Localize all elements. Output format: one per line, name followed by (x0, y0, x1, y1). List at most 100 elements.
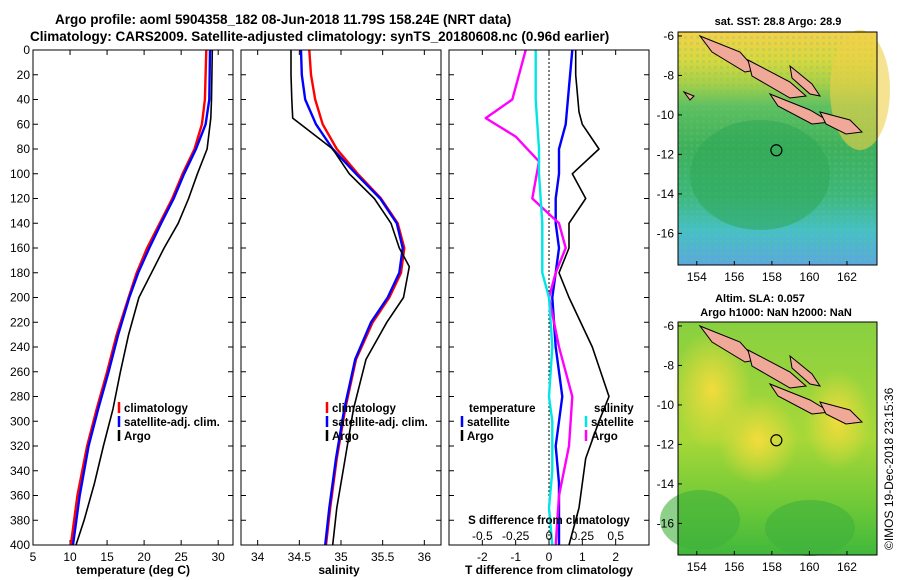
legend-satellite-label: satellite-adj. clim. (332, 417, 428, 429)
x-tick-label: 0 (546, 550, 553, 564)
legend-climatology-label: climatology (124, 403, 189, 415)
difference-panel: -2 -1 0 1 2 temperature satellite Argo salin… (448, 49, 650, 577)
temperature-series (69, 49, 214, 546)
legend-t-satellite-label: satellite (467, 417, 510, 429)
salinity-legend: climatology satellite-adj. clim. Argo (325, 402, 428, 443)
s-tick-label: 0.25 (571, 529, 595, 543)
salinity-panel: 34 34.5 35 35.5 36 climatology satellite-adj… (240, 49, 442, 577)
y-tick-label: -16 (657, 516, 675, 530)
series-line-t-satellite (551, 49, 574, 545)
salinity-series (290, 49, 411, 546)
x-tick-label: 156 (724, 560, 744, 574)
sla-high-patch (718, 395, 798, 485)
series-line-s-satellite (534, 50, 554, 546)
y-tick-label: -12 (657, 147, 675, 161)
y-tick-label: 280 (10, 390, 30, 404)
x-tick-label: 35.5 (371, 550, 395, 564)
y-tick-label: 220 (10, 315, 30, 329)
x-tick-label: 160 (799, 270, 819, 284)
island (789, 64, 822, 97)
sst-map-title: sat. SST: 28.8 Argo: 28.9 (715, 16, 842, 28)
y-tick-label: -14 (657, 187, 675, 201)
x-tick-label: 1 (579, 550, 586, 564)
legend-s-argo-label: Argo (591, 431, 618, 443)
figure-title-line1: Argo profile: aoml 5904358_182 08-Jun-20… (55, 12, 511, 27)
x-tick-label: 35 (334, 550, 348, 564)
sst-map-frame (677, 31, 878, 266)
y-tick-label: -12 (657, 437, 675, 451)
sla-map-ticks: 154 156 158 160 162 -6 -8 -10 -12 -14 -16 (657, 319, 858, 574)
x-tick-label: 15 (100, 550, 114, 564)
island (768, 92, 832, 125)
x-tick-label: 162 (837, 270, 857, 284)
series-line-climatology (69, 49, 208, 546)
s-tick-label: -0.25 (502, 529, 530, 543)
y-tick-label: 20 (17, 68, 31, 82)
sla-map-panel: Altim. SLA: 0.057 Argo h1000: NaN h2000:… (657, 293, 878, 574)
island (789, 354, 822, 387)
series-line-satellite-adj-clim- (299, 49, 404, 546)
sla-map-frame (677, 321, 878, 556)
figure-title-line2: Climatology: CARS2009. Satellite-adjuste… (30, 29, 609, 44)
y-tick-label: 80 (17, 142, 31, 156)
island (747, 349, 808, 389)
legend-t-argo-label: Argo (467, 431, 494, 443)
y-tick-label: 340 (10, 464, 30, 478)
x-tick-label: 34 (251, 550, 265, 564)
series-line-argo (75, 49, 214, 546)
y-tick-label: 380 (10, 513, 30, 527)
x-tick-label: -2 (477, 550, 488, 564)
island (819, 401, 864, 425)
y-tick-label: -14 (657, 477, 675, 491)
s-tick-label: 0.5 (607, 529, 624, 543)
series-line-climatology (308, 49, 406, 546)
y-tick-label: 40 (17, 93, 31, 107)
island (747, 59, 808, 99)
x-tick-label: 20 (137, 550, 151, 564)
x-tick-label: 25 (174, 550, 188, 564)
sst-cool-patch (690, 120, 830, 230)
island (768, 382, 832, 415)
x-tick-label: 36 (418, 550, 432, 564)
sst-map-panel: sat. SST: 28.8 Argo: 28.9 154 156 158 160 16… (657, 16, 890, 284)
y-tick-label: 60 (17, 117, 31, 131)
x-tick-label: 10 (63, 550, 77, 564)
y-tick-label: 400 (10, 538, 30, 552)
s-tick-label: -0.5 (472, 529, 493, 543)
y-tick-label: 300 (10, 414, 30, 428)
x-tick-label: 162 (837, 560, 857, 574)
sla-low-patch (765, 500, 855, 556)
x-tick-label: 30 (212, 550, 226, 564)
y-tick-label: 160 (10, 241, 30, 255)
x-tick-label: 156 (724, 270, 744, 284)
x-tick-label: 154 (687, 560, 707, 574)
island (682, 90, 695, 101)
series-line-satellite-adj-clim- (71, 49, 212, 546)
sla-land (698, 324, 864, 425)
sst-map-ticks: 154 156 158 160 162 -6 -8 -10 -12 -14 -16 (657, 29, 858, 284)
temperature-ticks: 0 20 40 60 80 100 120 140 160 180 200 220 240 260 280 3… (10, 43, 233, 564)
x-tick-label: 158 (762, 560, 782, 574)
y-tick-label: -16 (657, 226, 675, 240)
x-tick-label: 154 (687, 270, 707, 284)
salinity-xlabel: salinity (318, 563, 360, 577)
x-tick-label: 158 (762, 270, 782, 284)
y-tick-label: -10 (657, 108, 675, 122)
difference-legend: temperature satellite Argo salinity sate… (460, 403, 634, 443)
difference-axes-frame (448, 49, 650, 546)
y-tick-label: 260 (10, 365, 30, 379)
temperature-axes-frame (32, 49, 234, 546)
x-tick-label: 2 (612, 550, 619, 564)
argo-position-marker (770, 144, 783, 157)
s-difference-ticks: -0.5 -0.25 0 0.25 0.5 (472, 529, 624, 543)
temperature-xlabel: temperature (deg C) (76, 563, 190, 577)
series-line-s-argo (484, 49, 574, 546)
y-tick-label: 180 (10, 266, 30, 280)
x-tick-label: -1 (510, 550, 521, 564)
y-tick-label: 0 (23, 43, 30, 57)
y-tick-label: 360 (10, 489, 30, 503)
argo-position-marker (770, 434, 783, 447)
t-difference-xlabel: T difference from climatology (465, 563, 633, 577)
difference-series (484, 49, 610, 546)
